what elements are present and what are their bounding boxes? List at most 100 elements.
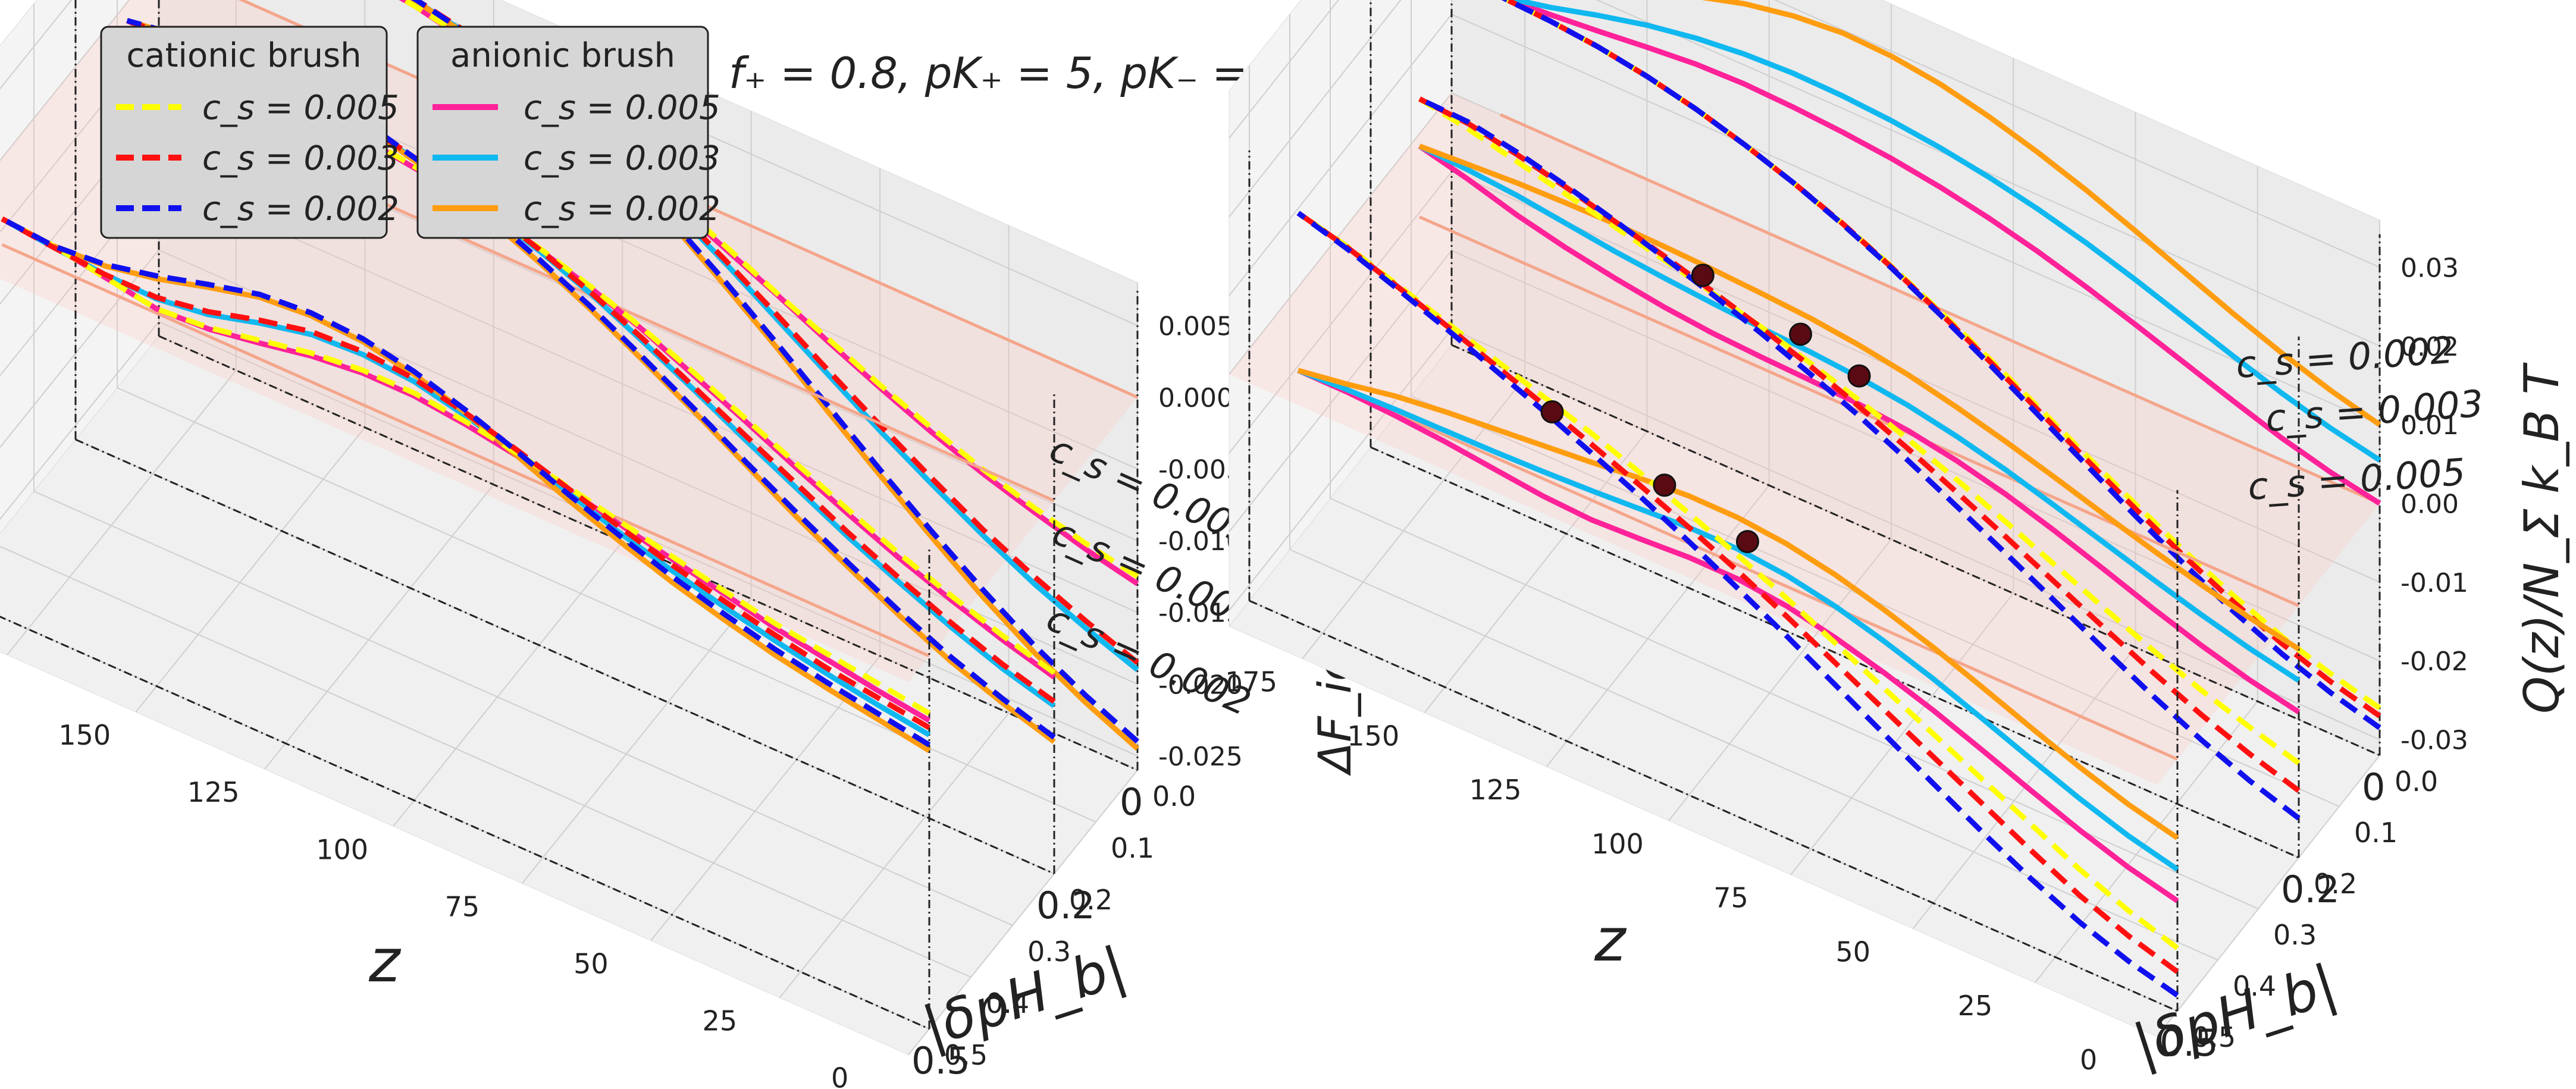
series-line <box>126 18 1056 676</box>
tick-value: 0.01 <box>2400 410 2459 441</box>
tick-z: 175 <box>1225 666 1277 698</box>
tick-z: 25 <box>1958 990 1993 1022</box>
legend-cationic-label-003: c_s = 0.003 <box>202 139 399 178</box>
tick-value: -0.005 <box>1158 455 1243 485</box>
slice-label: 0.2 <box>1036 884 1095 927</box>
tick-dph: 0.4 <box>986 987 1029 1019</box>
series-line <box>1296 211 2179 998</box>
legend-anionic-label-003: c_s = 0.003 <box>524 139 720 178</box>
slice-baseline <box>75 438 1055 875</box>
series-line <box>1 216 931 748</box>
reference-line <box>1419 215 2300 607</box>
tick-dph: 0.4 <box>2233 970 2276 1002</box>
slice-baseline <box>0 616 930 1030</box>
series-line <box>1 216 931 730</box>
crossing-marker <box>1847 364 1871 388</box>
tick-value: 0.00 <box>2400 489 2459 519</box>
axis-b-charge-label: Q(z)/N_Σ k_B T <box>2514 362 2569 714</box>
tick-dph: 0.5 <box>2192 1021 2236 1053</box>
series-line <box>1418 143 2301 652</box>
tick-z: 75 <box>445 890 480 922</box>
tick-value: -0.03 <box>2400 726 2468 756</box>
series-line <box>1297 368 2179 903</box>
reference-line <box>1500 113 2381 505</box>
series-line <box>1297 368 2179 872</box>
slice-baseline <box>1370 446 2299 859</box>
tick-z: 100 <box>316 833 368 865</box>
series-line <box>1297 368 2179 840</box>
series-line <box>1502 0 2381 506</box>
tick-dph: 0.1 <box>2354 817 2398 849</box>
crossing-marker <box>1540 400 1564 424</box>
grid-line-z <box>0 0 1138 327</box>
series-line <box>126 18 1056 740</box>
series-line <box>1501 0 2381 711</box>
grid-line-z <box>1229 0 2380 268</box>
tick-z: 75 <box>1713 882 1748 914</box>
grid-line-dph <box>1411 0 2340 807</box>
series-line <box>1501 0 2381 730</box>
slice-baseline <box>1249 600 2178 1012</box>
tick-z: 0 <box>831 1062 848 1089</box>
slice-label: 0.5 <box>2160 1021 2218 1065</box>
legend-anionic-label-002: c_s = 0.002 <box>524 190 720 228</box>
tick-z: 0 <box>2080 1044 2097 1076</box>
slice-label: 0.2 <box>2281 868 2340 911</box>
tick-z: 125 <box>1469 774 1522 806</box>
legend-anionic-title: anionic brush <box>450 36 675 75</box>
tick-dph: 0.3 <box>2273 919 2317 951</box>
slice-label: 0 <box>1120 780 1143 824</box>
series-line <box>410 0 1139 665</box>
tick-dph: 0.3 <box>1027 936 1071 968</box>
tick-value: 0.000 <box>1158 383 1233 413</box>
tick-dph: 0.2 <box>1069 884 1112 916</box>
crossing-marker <box>1691 263 1715 287</box>
reference-line <box>1 243 930 658</box>
series-line <box>1296 211 2179 974</box>
tick-value: 0.005 <box>1158 311 1233 341</box>
legend-cationic: cationic brush c_s = 0.005 c_s = 0.003 c… <box>100 26 399 239</box>
axis-b-z-label: z <box>1594 905 1627 975</box>
tick-z: 150 <box>58 719 111 751</box>
slice-label: 0 <box>2362 765 2385 809</box>
zero-plane <box>1229 93 2380 785</box>
tick-z: 25 <box>703 1005 738 1037</box>
slice-baseline <box>1451 344 2380 757</box>
tick-value: -0.02 <box>2400 647 2468 677</box>
tick-value: 0.02 <box>2400 332 2459 362</box>
grid-line-dph <box>33 4 1013 926</box>
tick-z: 50 <box>1835 936 1870 968</box>
series-line <box>1701 0 2381 427</box>
tick-value: -0.025 <box>1158 742 1243 772</box>
tick-dph: 0.0 <box>2395 765 2438 798</box>
tick-z: 100 <box>1591 828 1644 860</box>
series-line <box>1418 96 2301 765</box>
slice-label: 0.5 <box>911 1039 970 1082</box>
tick-value: -0.020 <box>1158 670 1243 700</box>
tick-z: 50 <box>574 947 609 980</box>
axis-a-z-label: z <box>368 926 402 996</box>
tick-value: 0.03 <box>2400 253 2459 283</box>
tick-dph: 0.0 <box>1152 780 1196 812</box>
reference-line <box>1298 369 2179 761</box>
legend-anionic-label-005: c_s = 0.005 <box>524 89 720 127</box>
panel-b-axes: 175 150 125 100 75 50 25 0 0.5 0.4 0.3 0.2 0.1 0.0 0.0… <box>1225 0 2468 1076</box>
series-line <box>1418 96 2301 793</box>
crossing-marker <box>1789 322 1813 346</box>
series-line <box>1296 211 2179 950</box>
tick-value: -0.015 <box>1158 598 1243 629</box>
tick-value: -0.010 <box>1158 526 1243 557</box>
grid-line-z <box>1229 0 2380 347</box>
grid-line-dph <box>1289 14 2218 961</box>
tick-dph: 0.2 <box>2314 868 2357 900</box>
series-line <box>1503 0 2381 463</box>
crossing-marker <box>1653 473 1676 497</box>
tick-dph: 0.1 <box>1111 832 1154 864</box>
legend-cationic-label-005: c_s = 0.005 <box>202 89 399 127</box>
legend-anionic: anionic brush c_s = 0.005 c_s = 0.003 c_… <box>416 26 720 239</box>
tick-z: 125 <box>187 776 240 808</box>
legend-cationic-label-002: c_s = 0.002 <box>202 190 399 228</box>
crossing-marker <box>1735 530 1759 554</box>
legend-cationic-title: cationic brush <box>126 36 361 75</box>
